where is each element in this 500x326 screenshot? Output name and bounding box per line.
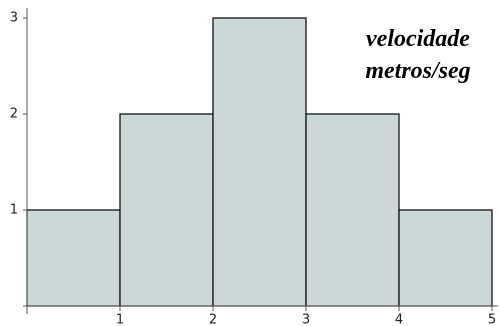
annotation: velocidade — [366, 26, 470, 52]
y-tick-label: 3 — [10, 11, 18, 26]
x-tick-label: 4 — [395, 313, 403, 326]
bar — [398, 209, 493, 307]
x-tick-label: 2 — [209, 313, 217, 326]
bar — [305, 113, 400, 307]
x-tick-label: 1 — [116, 313, 124, 326]
y-tick-label: 2 — [10, 107, 18, 122]
bar — [119, 113, 214, 307]
y-tick-label: 1 — [10, 203, 18, 218]
bar — [26, 209, 121, 307]
x-tick-label: 5 — [488, 313, 496, 326]
annotation: metros/seg — [365, 58, 470, 84]
bar — [212, 17, 307, 307]
x-tick-label: 3 — [302, 313, 310, 326]
